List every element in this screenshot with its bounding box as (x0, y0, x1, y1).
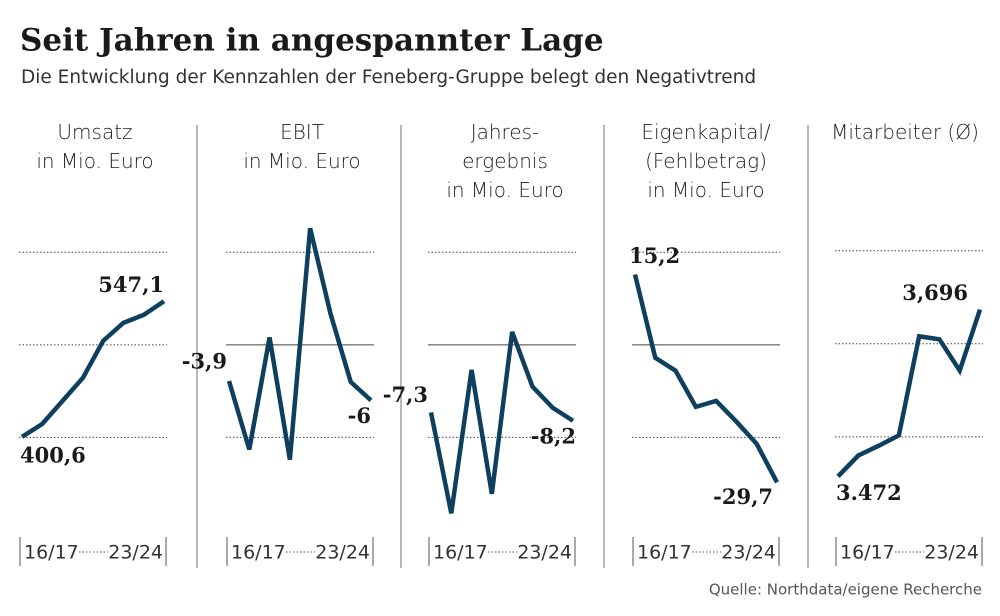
value-label: -7,3 (383, 382, 428, 407)
separators (196, 125, 809, 568)
x-tick-label: 23/24 (108, 542, 163, 564)
value-label: 3,696 (902, 280, 968, 305)
subtitle: Die Entwicklung der Kennzahlen der Feneb… (21, 67, 756, 88)
x-tick-label: 23/24 (315, 542, 370, 564)
data-line (836, 308, 983, 478)
x-tick-label: 16/17 (24, 542, 79, 564)
x-tick-label: 23/24 (721, 542, 776, 564)
panel-title: EBIT in Mio. Euro (243, 120, 361, 173)
x-tick-label: 23/24 (517, 542, 572, 564)
value-label: -8,2 (531, 423, 576, 448)
x-tick-label: 23/24 (924, 542, 979, 564)
panel-title: Eigenkapital/ (Fehlbetrag) in Mio. Euro (641, 120, 771, 202)
panel-title: Umsatz in Mio. Euro (36, 120, 154, 173)
value-label: -29,7 (713, 484, 773, 509)
value-label: 400,6 (20, 442, 86, 467)
value-label: -3,9 (182, 348, 227, 373)
data-line (428, 331, 575, 514)
x-tick-label: 16/17 (840, 542, 895, 564)
x-tick-label: 16/17 (231, 542, 286, 564)
value-label: 15,2 (629, 243, 680, 268)
panel-title: Jahres- ergebnis in Mio. Euro (446, 120, 564, 202)
x-tick-label: 16/17 (433, 542, 488, 564)
data-line (632, 273, 779, 484)
value-label: -6 (348, 403, 371, 428)
value-label: 3.472 (836, 480, 902, 505)
data-line (20, 299, 166, 439)
data-line (226, 227, 373, 461)
value-label: 547,1 (98, 272, 164, 297)
x-tick-label: 16/17 (637, 542, 692, 564)
panel-title: Mitarbeiter (Ø) (831, 120, 979, 144)
title: Seit Jahren in angespannter Lage (20, 23, 604, 59)
source: Quelle: Northdata/eigene Recherche (709, 581, 982, 599)
